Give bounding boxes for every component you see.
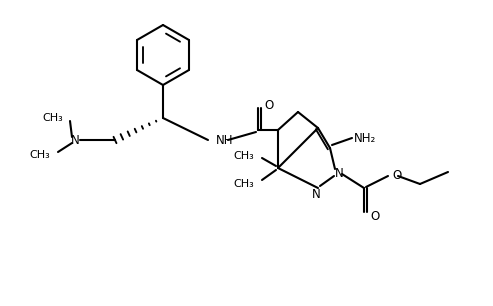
Text: N: N (312, 188, 320, 200)
Text: NH: NH (216, 133, 234, 147)
Text: CH₃: CH₃ (233, 151, 254, 161)
Text: CH₃: CH₃ (233, 179, 254, 189)
Text: CH₃: CH₃ (42, 113, 63, 123)
Text: NH₂: NH₂ (354, 132, 376, 144)
Text: O: O (392, 169, 401, 181)
Text: N: N (335, 166, 344, 180)
Text: O: O (264, 99, 273, 111)
Text: N: N (70, 133, 79, 147)
Text: CH₃: CH₃ (29, 150, 50, 160)
Text: O: O (370, 210, 379, 222)
